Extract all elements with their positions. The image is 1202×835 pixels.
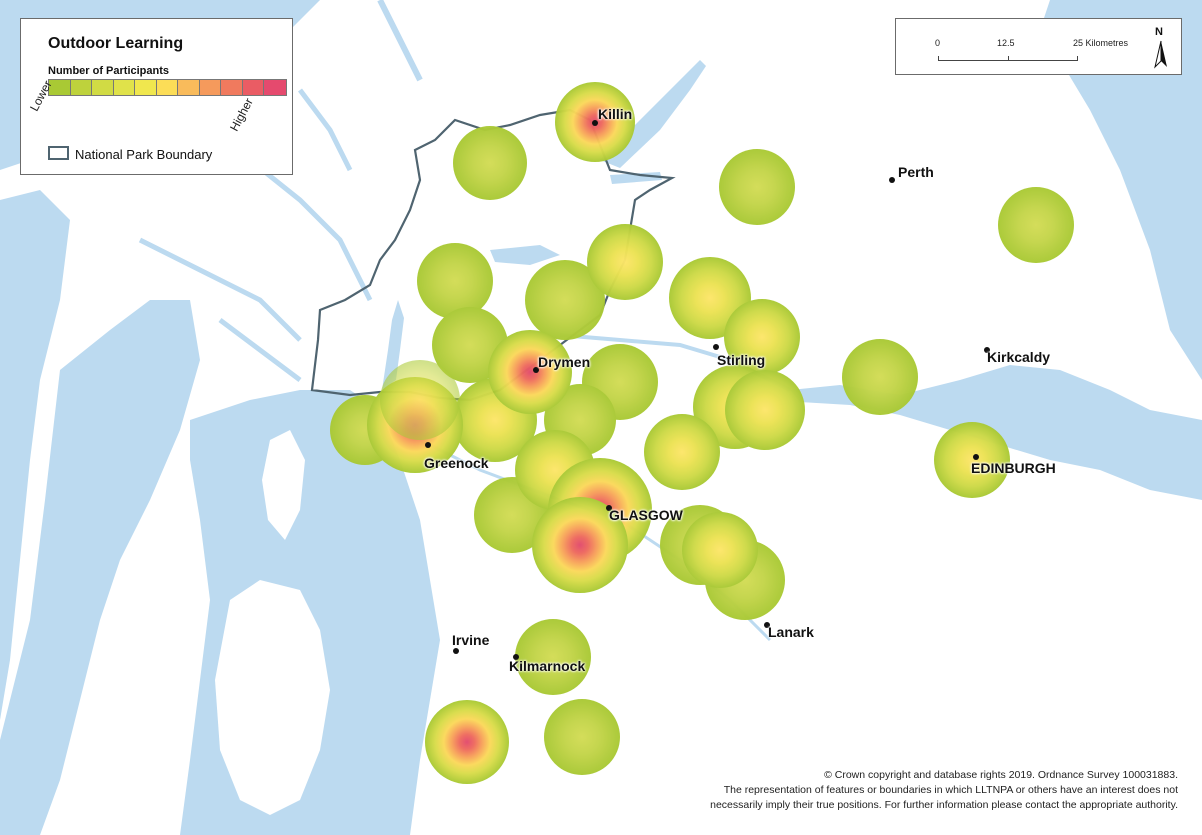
scale-mid-tick [1008,56,1009,61]
legend-color-ramp [48,79,287,96]
town-label-irvine: Irvine [452,632,490,648]
legend-swatch-5 [156,80,178,95]
town-dot-irvine [453,648,459,654]
town-label-glasgow: GLASGOW [609,507,683,523]
legend-title: Outdoor Learning [48,35,184,52]
loch-lomond [382,300,404,390]
kintyre-channel [0,300,200,835]
heat-blob [934,422,1010,498]
north-letter: N [1155,26,1163,38]
town-dot-edinburgh [973,454,979,460]
town-dot-lanark [764,622,770,628]
heat-blob [532,497,628,593]
attribution: © Crown copyright and database rights 20… [618,768,1178,813]
heat-blob [725,370,805,450]
town-dot-stirling [713,344,719,350]
scale-tick-25-value: 25 [1073,38,1084,48]
heat-blob [842,339,918,415]
heat-layer [330,82,1074,784]
town-dot-perth [889,177,895,183]
loch-katrine [490,245,560,265]
legend-swatch-2 [92,80,114,95]
attribution-line-3: necessarily imply their true positions. … [710,799,1178,811]
heat-blob [998,187,1074,263]
town-label-kilmarnock: Kilmarnock [509,658,586,674]
legend-swatch-7 [199,80,221,95]
heat-blob [587,224,663,300]
scale-tick-12-5: 12.5 [997,38,1015,48]
map-legend: Outdoor Learning Number of Participants … [20,18,293,175]
town-label-edinburgh: EDINBURGH [971,460,1056,476]
north-arrow-icon [1154,40,1167,69]
town-label-killin: Killin [598,106,633,122]
scale-unit: Kilometres [1085,38,1129,48]
heat-blob [425,700,509,784]
town-dot-kilmarnock [513,654,519,660]
legend-swatch-10 [264,80,286,95]
sea-lochs [138,88,373,382]
legend-subtitle: Number of Participants [48,65,170,77]
west-sea-lower [0,190,70,720]
town-dot-drymen [533,367,539,373]
heat-blob [644,414,720,490]
legend-boundary-swatch [48,146,69,160]
legend-swatch-0 [49,80,71,95]
legend-swatch-3 [113,80,135,95]
legend-swatch-6 [178,80,200,95]
legend-swatch-8 [221,80,243,95]
heat-blob [719,149,795,225]
scale-tick-0: 0 [935,38,941,48]
heat-blob [453,126,527,200]
isle-of-bute [262,430,305,540]
town-dot-greenock [425,442,431,448]
heat-blob [380,360,460,440]
legend-boundary-label: National Park Boundary [75,147,213,162]
attribution-line-1: © Crown copyright and database rights 20… [824,769,1178,781]
heat-blob [724,299,800,375]
town-label-perth: Perth [898,164,934,180]
attribution-line-2: The representation of features or bounda… [723,784,1178,796]
legend-swatch-4 [135,80,157,95]
scale-tick-25: 25 Kilometres [1073,38,1128,48]
town-dot-killin [592,120,598,126]
heat-blob [525,260,605,340]
legend-swatch-9 [242,80,264,95]
heat-blob [682,512,758,588]
town-dot-glasgow [606,505,612,511]
heat-blob [544,699,620,775]
town-dot-kirkcaldy [984,347,990,353]
town-label-stirling: Stirling [717,352,766,368]
scale-bar: 0 12.5 25 Kilometres N [895,18,1182,75]
town-label-lanark: Lanark [768,624,814,640]
town-label-greenock: Greenock [424,455,489,471]
heat-blob [488,330,572,414]
legend-swatch-1 [70,80,92,95]
town-label-drymen: Drymen [538,354,591,370]
heat-blob [417,243,493,319]
heat-blob [515,619,591,695]
north-sea [1060,0,1202,380]
town-label-kirkcaldy: Kirkcaldy [987,349,1051,365]
isle-of-arran [215,580,330,815]
legend-high-label: Higher [227,95,256,134]
